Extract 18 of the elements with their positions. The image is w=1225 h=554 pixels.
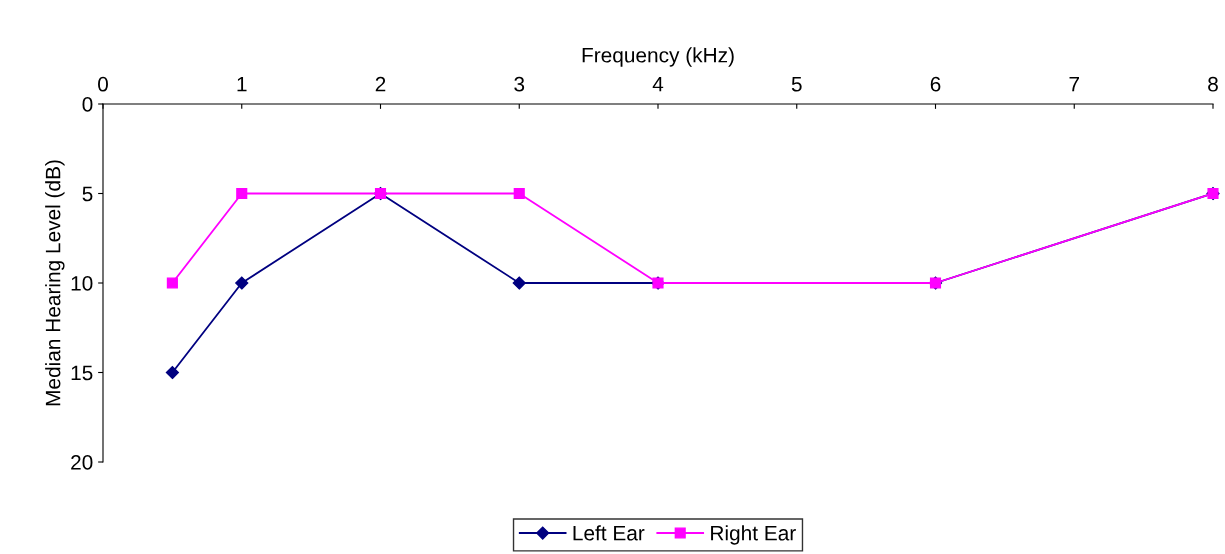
x-tick-label: 6 bbox=[930, 76, 941, 92]
x-axis-title: Frequency (kHz) bbox=[582, 47, 734, 67]
y-tick-label: 20 bbox=[71, 455, 93, 470]
y-axis-title: Median Hearing Level (dB) bbox=[45, 160, 65, 406]
legend-label: Left Ear bbox=[573, 525, 645, 541]
y-tick-label: 5 bbox=[82, 186, 93, 202]
x-tick-label: 7 bbox=[1069, 77, 1079, 92]
x-tick-label: 5 bbox=[791, 77, 802, 92]
legend-label: Right Ear bbox=[711, 525, 796, 545]
x-tick-label: 3 bbox=[514, 76, 525, 92]
x-tick-label: 8 bbox=[1208, 76, 1218, 92]
y-tick-label: 10 bbox=[71, 276, 93, 291]
y-tick-label: 15 bbox=[71, 365, 93, 381]
y-tick-label: 0 bbox=[82, 97, 93, 112]
x-tick-label: 4 bbox=[652, 77, 664, 92]
x-tick-label: 1 bbox=[237, 77, 247, 92]
x-tick-label: 2 bbox=[375, 76, 386, 92]
x-tick-label: 0 bbox=[98, 76, 108, 92]
